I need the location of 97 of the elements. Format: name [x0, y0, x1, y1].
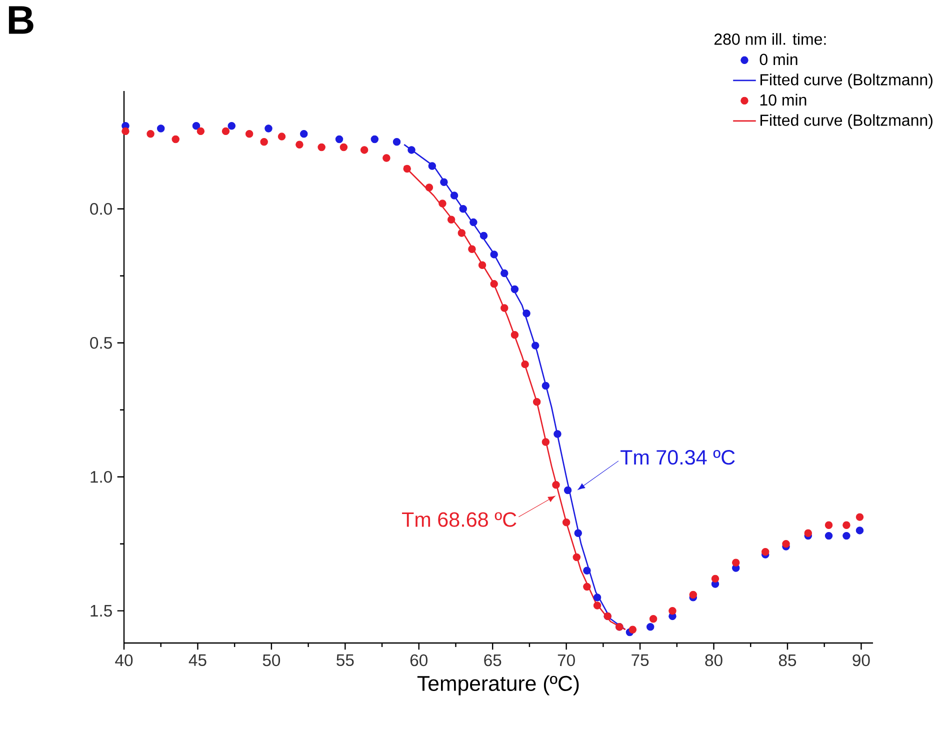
- point: [521, 360, 529, 368]
- point: [340, 143, 348, 152]
- point: [450, 192, 458, 200]
- point: [468, 245, 476, 253]
- point: [459, 205, 467, 213]
- point: [425, 184, 434, 192]
- y-tick-label: 1.5: [90, 605, 112, 617]
- point: [428, 162, 436, 170]
- point: [500, 304, 508, 312]
- point: [438, 200, 446, 208]
- y-tick-label: 1.0: [90, 470, 112, 483]
- x-axis-title: Temperature (ºC): [417, 675, 579, 696]
- legend-label: 0 min: [760, 53, 798, 66]
- point: [732, 558, 740, 566]
- point: [593, 594, 602, 602]
- point: [542, 382, 550, 390]
- point: [408, 146, 416, 154]
- point: [824, 521, 833, 529]
- point: [532, 398, 541, 406]
- x-tick-label: 55: [336, 654, 354, 666]
- point: [564, 486, 572, 494]
- legend-label: 10 min: [760, 94, 806, 106]
- point: [480, 232, 488, 240]
- point: [392, 138, 401, 146]
- point: [842, 521, 850, 529]
- x-tick-label: 80: [705, 654, 722, 666]
- point: [264, 124, 272, 132]
- point: [856, 513, 864, 521]
- x-tick-label: 45: [188, 654, 206, 666]
- point: [490, 250, 498, 258]
- legend-label: Fitted curve (Boltzmann): [760, 74, 932, 89]
- point: [562, 518, 570, 526]
- point: [804, 529, 812, 537]
- point: [278, 132, 286, 140]
- point: [245, 130, 254, 138]
- x-tick-label: 85: [778, 654, 796, 666]
- point: [522, 310, 530, 318]
- point: [856, 526, 864, 534]
- point: [782, 540, 790, 548]
- point: [552, 481, 560, 489]
- point: [318, 143, 326, 152]
- point: [447, 216, 456, 224]
- text: B: [8, 6, 34, 34]
- point: [510, 285, 519, 294]
- point: [440, 178, 448, 186]
- point: [222, 127, 230, 136]
- y-tick-label: 0.5: [90, 336, 112, 349]
- point: [711, 574, 720, 583]
- y-tick-label: 0.0: [90, 203, 112, 215]
- point: [478, 261, 486, 270]
- point: [572, 553, 581, 562]
- point: [628, 626, 637, 634]
- point: [593, 602, 602, 610]
- point: [122, 127, 130, 136]
- x-tick-label: 90: [852, 654, 870, 666]
- point: [228, 122, 236, 130]
- point: [583, 582, 591, 591]
- legend-label: Fitted curve (Boltzmann): [760, 114, 932, 130]
- point: [300, 130, 308, 138]
- point: [824, 532, 833, 540]
- point: [500, 269, 508, 278]
- point: [531, 342, 540, 350]
- point: [510, 330, 519, 339]
- point: [260, 138, 268, 146]
- point: [842, 532, 850, 540]
- point: [668, 606, 676, 615]
- x-tick-label: 50: [262, 654, 280, 666]
- point: [370, 135, 379, 144]
- annotation: Tm 68.68 ºC: [402, 512, 516, 527]
- point: [689, 590, 697, 599]
- point: [403, 164, 411, 173]
- point: [196, 127, 205, 136]
- annotation: Tm 70.34 ºC: [620, 450, 735, 465]
- point: [360, 146, 368, 154]
- point: [296, 140, 304, 148]
- point: [646, 623, 654, 631]
- point: [761, 548, 770, 556]
- point: [382, 154, 390, 162]
- point: [192, 122, 200, 130]
- point: [458, 229, 466, 237]
- legend-title: 280 nm ill. time:: [714, 33, 826, 45]
- point: [172, 135, 180, 144]
- point: [146, 130, 154, 138]
- point: [470, 218, 478, 226]
- point: [574, 529, 582, 537]
- point: [649, 615, 658, 623]
- x-tick-label: 65: [484, 654, 502, 666]
- x-tick-label: 40: [115, 654, 133, 666]
- x-tick-label: 75: [632, 654, 649, 666]
- x-tick-label: 60: [410, 654, 428, 666]
- point: [583, 566, 591, 575]
- point: [554, 430, 562, 438]
- x-tick-label: 70: [558, 654, 575, 666]
- point: [490, 280, 498, 288]
- point: [156, 124, 165, 132]
- point: [335, 135, 344, 144]
- point: [542, 438, 550, 446]
